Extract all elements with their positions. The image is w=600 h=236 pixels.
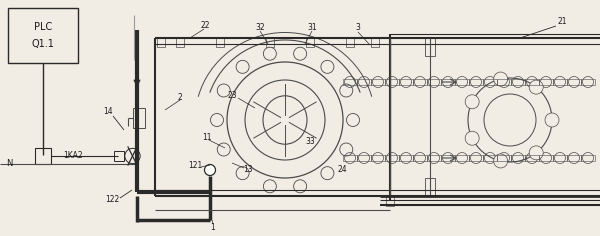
Circle shape bbox=[465, 131, 479, 145]
Circle shape bbox=[321, 60, 334, 73]
Bar bbox=[346, 38, 354, 47]
Circle shape bbox=[217, 84, 230, 97]
Text: 33: 33 bbox=[305, 138, 315, 147]
Text: 23: 23 bbox=[227, 90, 237, 100]
Bar bbox=[425, 38, 435, 56]
Text: PLC: PLC bbox=[34, 22, 52, 32]
Circle shape bbox=[529, 146, 543, 160]
Circle shape bbox=[494, 72, 508, 86]
Text: 14: 14 bbox=[103, 108, 113, 117]
Circle shape bbox=[340, 84, 353, 97]
Text: 121: 121 bbox=[188, 160, 202, 169]
Text: 32: 32 bbox=[255, 22, 265, 31]
Text: 21: 21 bbox=[558, 17, 568, 26]
Circle shape bbox=[293, 47, 307, 60]
Text: 11: 11 bbox=[202, 134, 212, 143]
Circle shape bbox=[321, 167, 334, 180]
Text: 24: 24 bbox=[337, 165, 347, 174]
Text: N: N bbox=[6, 160, 13, 169]
Circle shape bbox=[263, 180, 277, 193]
Circle shape bbox=[529, 80, 543, 94]
Text: Q1.1: Q1.1 bbox=[32, 39, 55, 49]
Bar bbox=[157, 38, 165, 47]
Bar bbox=[176, 38, 184, 47]
Circle shape bbox=[236, 60, 249, 73]
Text: 1: 1 bbox=[211, 223, 215, 232]
Bar bbox=[216, 38, 224, 47]
Circle shape bbox=[211, 114, 223, 126]
Text: 122: 122 bbox=[105, 195, 119, 205]
Circle shape bbox=[236, 167, 249, 180]
Circle shape bbox=[545, 113, 559, 127]
Circle shape bbox=[494, 154, 508, 168]
Text: 31: 31 bbox=[307, 22, 317, 31]
Circle shape bbox=[217, 143, 230, 156]
Bar bbox=[386, 196, 394, 206]
Circle shape bbox=[263, 47, 277, 60]
Circle shape bbox=[465, 95, 479, 109]
Text: 2: 2 bbox=[178, 93, 183, 102]
Bar bbox=[266, 38, 274, 47]
Text: 22: 22 bbox=[200, 21, 210, 30]
Text: 1KA2: 1KA2 bbox=[63, 152, 83, 160]
Bar bbox=[371, 38, 379, 47]
Circle shape bbox=[293, 180, 307, 193]
Circle shape bbox=[205, 164, 215, 176]
Bar bbox=[425, 178, 435, 196]
Text: 13: 13 bbox=[243, 165, 253, 174]
Bar bbox=[114, 151, 124, 161]
Bar bbox=[133, 108, 145, 128]
Bar bbox=[8, 8, 78, 63]
Bar bbox=[35, 148, 51, 164]
Bar bbox=[306, 38, 314, 47]
Circle shape bbox=[340, 143, 353, 156]
Circle shape bbox=[347, 114, 359, 126]
Text: 3: 3 bbox=[356, 24, 361, 33]
